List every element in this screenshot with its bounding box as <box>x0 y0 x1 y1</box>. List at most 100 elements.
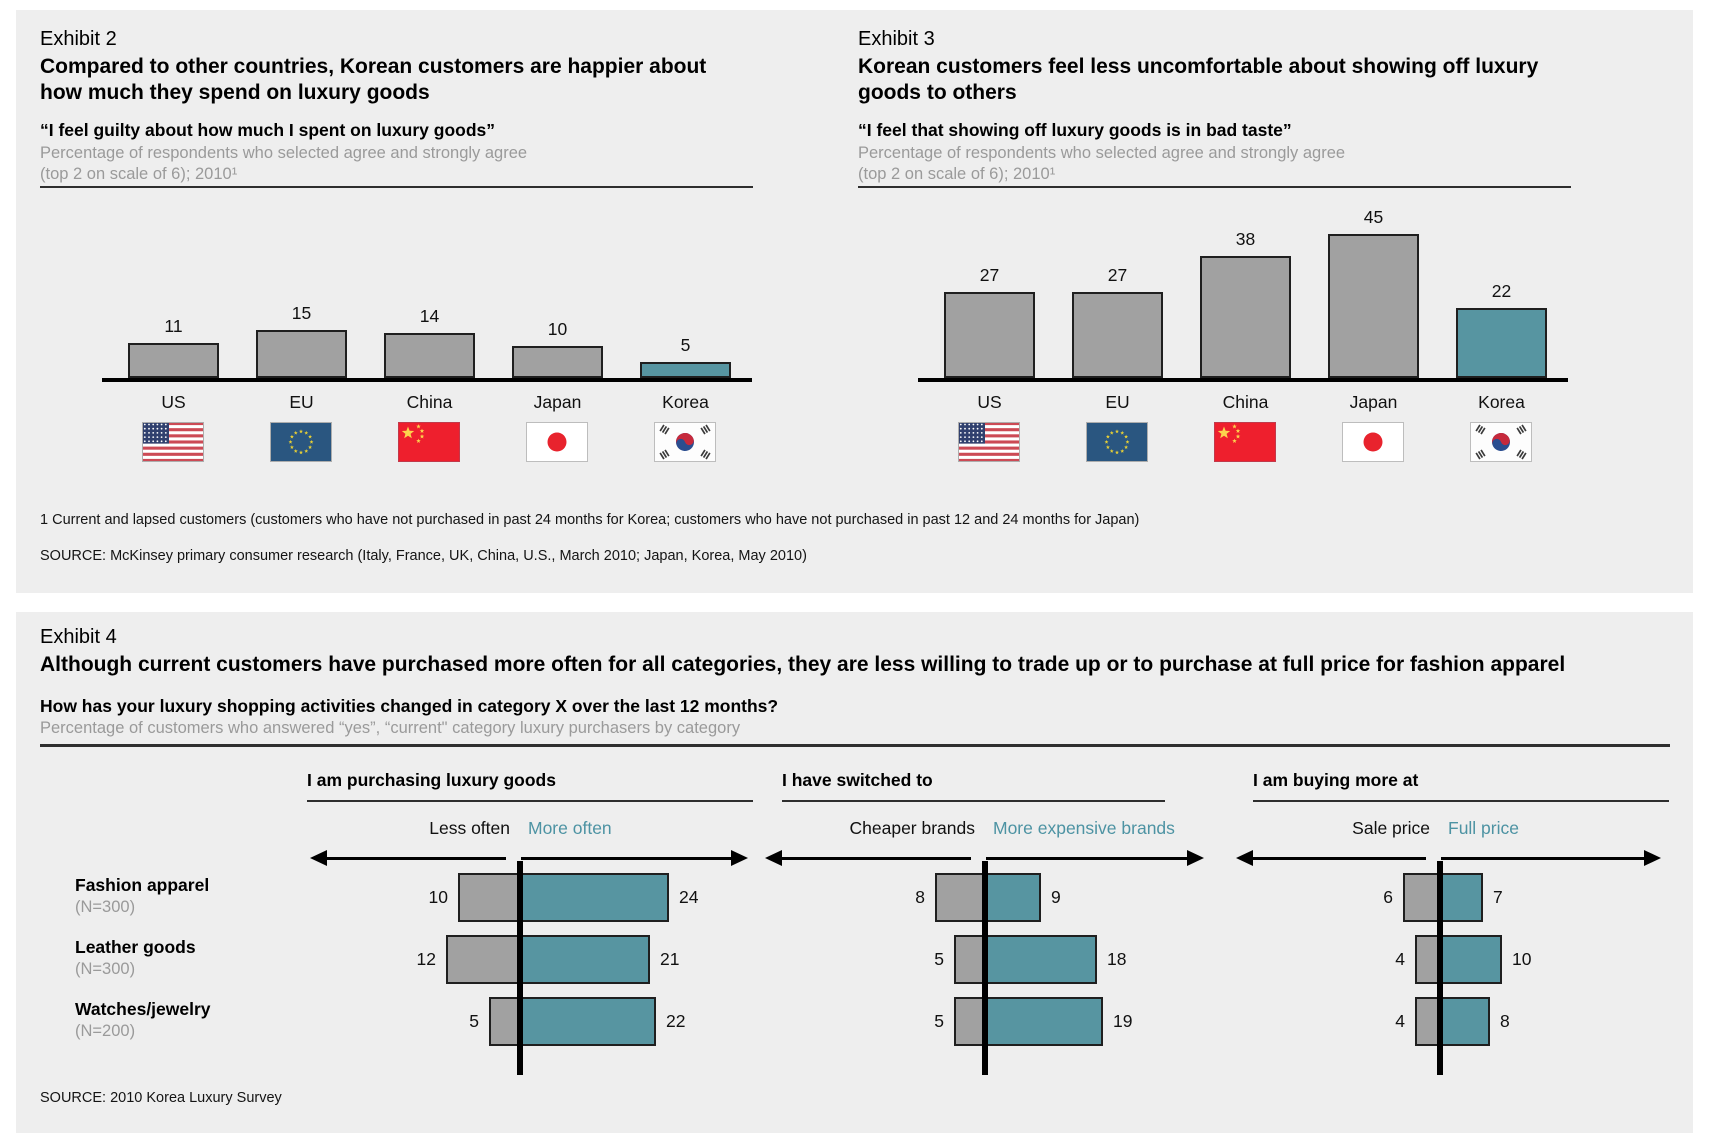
bar-right-value: 9 <box>1051 887 1061 907</box>
group-purchasing-right-label: More often <box>528 818 612 838</box>
bar-right <box>985 935 1097 984</box>
exhibit4-axis-arrows <box>16 612 1693 1133</box>
group-switched-left-arrow-line <box>778 857 971 860</box>
bar-right-value: 10 <box>1512 949 1532 969</box>
bar-left-value: 4 <box>1395 1011 1405 1031</box>
country-label: Japan <box>533 392 582 412</box>
country-label: Korea <box>662 392 709 412</box>
bar-right-value: 24 <box>679 887 699 907</box>
exhibit3-title: Korean customers feel less uncomfortable… <box>858 55 1539 104</box>
country-label: Japan <box>1349 392 1398 412</box>
bar-left-value: 5 <box>469 1011 479 1031</box>
eu-flag-icon <box>1086 422 1148 462</box>
exhibit2-subtitle-2: (top 2 on scale of 6); 2010¹ <box>40 165 238 183</box>
row-n-label: (N=300) <box>75 960 136 978</box>
group-purchasing-left-arrowhead-icon <box>310 850 327 866</box>
footnote: 1 Current and lapsed customers (customer… <box>40 512 1140 528</box>
group-switched-right-arrow-line <box>986 857 1190 860</box>
group-switched-left-arrowhead-icon <box>765 850 782 866</box>
country-label: China <box>406 392 453 412</box>
bottom-panel: Exhibit 4 Although current customers hav… <box>16 612 1693 1133</box>
group-switched-right-arrowhead-icon <box>1187 850 1204 866</box>
group-buying-left-arrowhead-icon <box>1236 850 1253 866</box>
source-bottom: SOURCE: 2010 Korea Luxury Survey <box>40 1090 282 1106</box>
group-buying-right-label: Full price <box>1448 818 1519 838</box>
bar-right <box>985 997 1103 1046</box>
exhibit3-subtitle-2: (top 2 on scale of 6); 2010¹ <box>858 165 1056 183</box>
source-top: SOURCE: McKinsey primary consumer resear… <box>40 548 807 564</box>
bar-china <box>384 333 475 378</box>
bar-left <box>954 997 985 1046</box>
bar-left-value: 4 <box>1395 949 1405 969</box>
korea-flag-icon <box>1470 422 1532 462</box>
exhibit4-title: Although current customers have purchase… <box>40 653 1566 676</box>
group-switched-underline <box>782 800 1165 802</box>
group-purchasing-left-arrow-line <box>323 857 506 860</box>
chart-baseline <box>102 378 752 382</box>
us-flag-icon <box>958 422 1020 462</box>
exhibit2-subtitle-1: Percentage of respondents who selected a… <box>40 144 528 162</box>
axis-line <box>982 861 988 1075</box>
bar-right <box>1440 873 1483 922</box>
exhibit4-diverging-chart: Fashion apparel (N=300) 10 24 8 9 6 7 Leather go… <box>16 612 1693 1133</box>
row-n-label: (N=200) <box>75 1022 136 1040</box>
bar-left-value: 5 <box>934 1011 944 1031</box>
bar-value-label: 5 <box>680 335 691 355</box>
axis-line <box>517 861 523 1075</box>
bar-value-label: 15 <box>291 303 312 323</box>
group-switched-left-label: Cheaper brands <box>849 818 976 838</box>
korea-flag-icon <box>654 422 716 462</box>
bar-value-label: 14 <box>419 306 440 326</box>
group-buying-right-arrowhead-icon <box>1644 850 1661 866</box>
bar-left <box>489 997 520 1046</box>
chart-baseline <box>918 378 1568 382</box>
bar-value-label: 10 <box>547 319 568 339</box>
bar-right-value: 21 <box>660 949 680 969</box>
exhibit3-bar-chart: 27 US 27 EU 38 China 45 Japan 22 Korea <box>898 170 1598 480</box>
group-buying-header: I am buying more at <box>1253 770 1419 790</box>
bar-china <box>1200 256 1291 378</box>
exhibit3-subtitle-1: Percentage of respondents who selected a… <box>858 144 1346 162</box>
group-purchasing-underline <box>307 800 753 802</box>
bar-right-value: 8 <box>1500 1011 1510 1031</box>
bar-left <box>1403 873 1440 922</box>
china-flag-icon <box>398 422 460 462</box>
bar-eu <box>256 330 347 378</box>
bar-value-label: 27 <box>979 265 1000 285</box>
country-label: US <box>977 392 1002 412</box>
row-label: Fashion apparel <box>75 875 210 895</box>
bar-value-label: 27 <box>1107 265 1128 285</box>
bar-left <box>458 873 520 922</box>
exhibit4-subtitle: Percentage of customers who answered “ye… <box>40 719 741 737</box>
group-switched-header: I have switched to <box>782 770 933 790</box>
bar-value-label: 38 <box>1235 229 1256 249</box>
bar-left <box>935 873 985 922</box>
exhibit4-label: Exhibit 4 <box>40 626 117 648</box>
country-label: EU <box>289 392 314 412</box>
bar-value-label: 22 <box>1491 281 1512 301</box>
bar-value-label: 11 <box>164 316 183 336</box>
exhibit4-question: How has your luxury shopping activities … <box>40 696 779 716</box>
bar-right-value: 22 <box>666 1011 686 1031</box>
bar-japan <box>512 346 603 378</box>
exhibit3-quote: “I feel that showing off luxury goods is… <box>858 120 1292 140</box>
bar-right <box>1440 935 1502 984</box>
bar-right <box>520 997 656 1046</box>
bar-korea <box>1456 308 1547 378</box>
group-buying-left-arrow-line <box>1249 857 1426 860</box>
bar-us <box>128 343 219 378</box>
japan-flag-icon <box>526 422 588 462</box>
country-label: China <box>1222 392 1269 412</box>
exhibit3-label: Exhibit 3 <box>858 28 935 50</box>
axis-line <box>1437 861 1443 1075</box>
bar-right <box>1440 997 1490 1046</box>
group-buying-right-arrow-line <box>1441 857 1647 860</box>
bar-left-value: 8 <box>915 887 925 907</box>
country-label: EU <box>1105 392 1130 412</box>
exhibit3-divider <box>858 186 1571 188</box>
bar-right-value: 19 <box>1113 1011 1133 1031</box>
bar-left-value: 6 <box>1383 887 1393 907</box>
bar-japan <box>1328 234 1419 378</box>
bar-left-value: 12 <box>416 949 436 969</box>
